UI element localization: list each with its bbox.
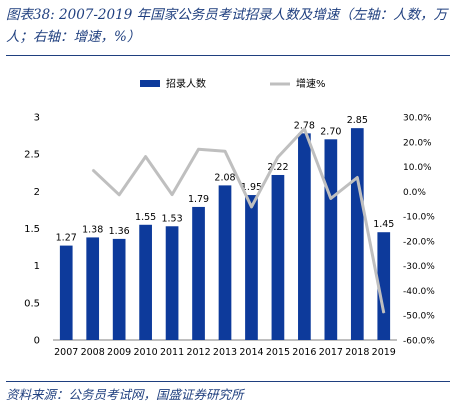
growth-point xyxy=(145,156,147,158)
x-tick-label: 2008 xyxy=(81,347,105,358)
source-note: 资料来源：公务员考试网，国盛证券研究所 xyxy=(6,387,244,402)
bar xyxy=(139,224,152,340)
y-right-tick-label: -40.0% xyxy=(403,287,435,297)
growth-point xyxy=(224,150,226,152)
growth-point xyxy=(303,128,305,130)
y-right-tick-label: 0.0% xyxy=(403,188,426,198)
y-left-tick-label: 0 xyxy=(34,336,40,347)
y-right-tick-label: -60.0% xyxy=(403,337,435,347)
x-tick-label: 2009 xyxy=(107,347,131,358)
legend-bar-label: 招录人数 xyxy=(166,77,206,90)
growth-line xyxy=(91,127,386,314)
growth-point xyxy=(383,312,385,314)
growth-point xyxy=(356,176,358,178)
bar-data-label: 1.45 xyxy=(373,219,394,230)
title-rule xyxy=(6,55,450,56)
growth-point xyxy=(250,206,252,208)
x-tick-label: 2011 xyxy=(160,347,184,358)
growth-point xyxy=(198,148,200,150)
y-left-tick-label: 1 xyxy=(34,261,40,272)
bar xyxy=(192,206,205,340)
y-right-tick-label: -30.0% xyxy=(403,262,435,272)
legend-line-label: 增速% xyxy=(296,77,326,90)
y-right-tick-label: -10.0% xyxy=(403,213,435,223)
y-left-tick-label: 2.5 xyxy=(24,150,40,161)
x-tick-label: 2016 xyxy=(292,347,316,358)
bar-data-label: 1.27 xyxy=(56,233,77,244)
bar-data-label: 1.36 xyxy=(109,226,130,237)
bar-data-label: 1.79 xyxy=(188,194,209,205)
bar-data-label: 1.38 xyxy=(82,224,103,235)
source-rule xyxy=(6,381,450,382)
bar xyxy=(298,133,311,340)
y-left-tick-label: 0.5 xyxy=(24,298,40,309)
growth-point xyxy=(277,156,279,158)
x-tick-label: 2015 xyxy=(266,347,290,358)
growth-point xyxy=(118,194,120,196)
bar-data-label: 2.22 xyxy=(267,162,288,173)
legend-bar-swatch xyxy=(140,80,160,87)
chart-title: 图表38: 2007-2019 年国家公务员考试招录人数及增速（左轴：人数，万人… xyxy=(6,7,448,45)
y-right-tick-label: 10.0% xyxy=(403,163,432,173)
bar xyxy=(350,128,364,340)
x-tick-label: 2019 xyxy=(372,347,396,358)
y-right-tick-label: 20.0% xyxy=(403,138,432,148)
bar xyxy=(271,174,285,340)
growth-point xyxy=(92,169,94,171)
y-right-tick-label: -50.0% xyxy=(403,312,435,322)
bar xyxy=(59,245,73,340)
bar xyxy=(245,195,258,340)
growth-point xyxy=(171,194,173,196)
bar xyxy=(324,139,338,340)
bar-data-label: 2.85 xyxy=(347,115,368,126)
bar-data-label: 1.53 xyxy=(161,213,182,224)
x-tick-label: 2017 xyxy=(319,347,343,358)
y-left-tick-label: 3 xyxy=(34,113,40,124)
legend: 招录人数 增速% xyxy=(140,77,326,90)
bar xyxy=(86,237,100,340)
bar-data-label: 2.70 xyxy=(320,126,341,137)
x-tick-label: 2010 xyxy=(134,347,158,358)
bar xyxy=(112,238,126,340)
x-tick-label: 2014 xyxy=(239,347,263,358)
x-tick-label: 2012 xyxy=(186,347,210,358)
bar-data-label: 1.55 xyxy=(135,212,156,223)
bar-data-label: 2.78 xyxy=(294,120,315,131)
x-tick-label: 2018 xyxy=(345,347,369,358)
growth-point xyxy=(330,198,332,200)
bar xyxy=(218,185,232,340)
y-right-tick-label: -20.0% xyxy=(403,237,435,247)
bar-data-label: 2.08 xyxy=(214,172,235,183)
x-tick-label: 2013 xyxy=(213,347,237,358)
bar xyxy=(165,226,179,340)
bar-data-label: 1.95 xyxy=(241,182,262,193)
y-left-tick-label: 2 xyxy=(34,187,40,198)
y-right-tick-label: 30.0% xyxy=(403,114,432,124)
bar xyxy=(377,232,391,340)
combo-chart: 招录人数 增速% 0 0.5 1 1.5 2 2.5 3 -60.0% -50.0% -40.0%… xyxy=(24,77,435,358)
x-tick-label: 2007 xyxy=(54,347,78,358)
y-left-tick-label: 1.5 xyxy=(24,224,40,235)
